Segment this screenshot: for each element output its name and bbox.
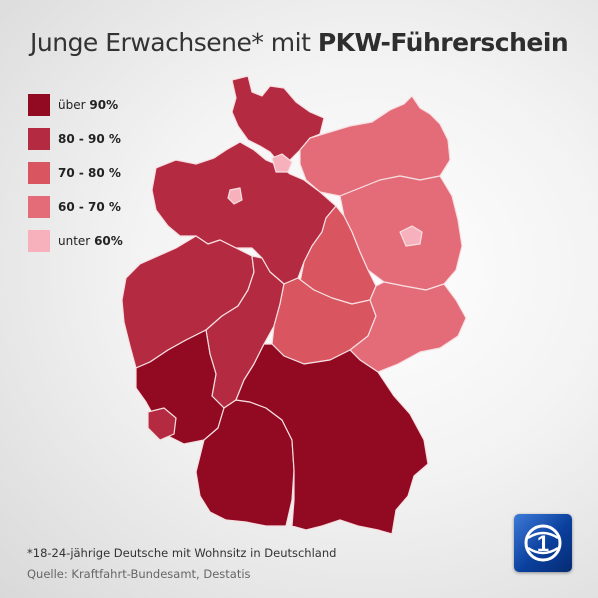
legend-item-80-90: 80 - 90 %	[28, 122, 123, 156]
region-saarland[interactable]	[147, 407, 177, 441]
legend-label: 80 - 90 %	[58, 132, 121, 146]
source-note: Quelle: Kraftfahrt-Bundesamt, Destatis	[27, 567, 251, 581]
legend-item-under-60: unter 60%	[28, 224, 123, 258]
legend-swatch	[28, 128, 50, 150]
title-regular: Junge Erwachsene* mit	[30, 28, 311, 57]
map-title: Junge Erwachsene* mit PKW-Führerschein	[30, 28, 590, 57]
footnote: *18-24-jährige Deutsche mit Wohnsitz in …	[27, 546, 337, 560]
legend-label: 60 - 70 %	[58, 200, 121, 214]
legend-label: 70 - 80 %	[58, 166, 121, 180]
ard-logo-icon: 1	[514, 514, 572, 572]
region-bremen[interactable]	[227, 187, 243, 205]
legend-label: über 90%	[58, 98, 119, 112]
region-hamburg[interactable]	[271, 153, 293, 173]
ard-logo-label: 1	[537, 531, 549, 556]
legend-swatch	[28, 196, 50, 218]
ard-logo-mark: 1	[524, 524, 562, 562]
region-bayern[interactable]	[235, 343, 429, 535]
region-berlin[interactable]	[399, 225, 423, 247]
region-sachsen[interactable]	[349, 281, 467, 373]
legend-swatch	[28, 94, 50, 116]
legend-item-60-70: 60 - 70 %	[28, 190, 123, 224]
region-baden-wuerttemberg[interactable]	[195, 399, 295, 527]
legend: über 90% 80 - 90 % 70 - 80 % 60 - 70 % u…	[28, 88, 123, 258]
legend-swatch	[28, 230, 50, 252]
legend-swatch	[28, 162, 50, 184]
legend-label: unter 60%	[58, 234, 123, 248]
title-bold: PKW-Führerschein	[317, 28, 569, 57]
legend-item-over-90: über 90%	[28, 88, 123, 122]
legend-item-70-80: 70 - 80 %	[28, 156, 123, 190]
